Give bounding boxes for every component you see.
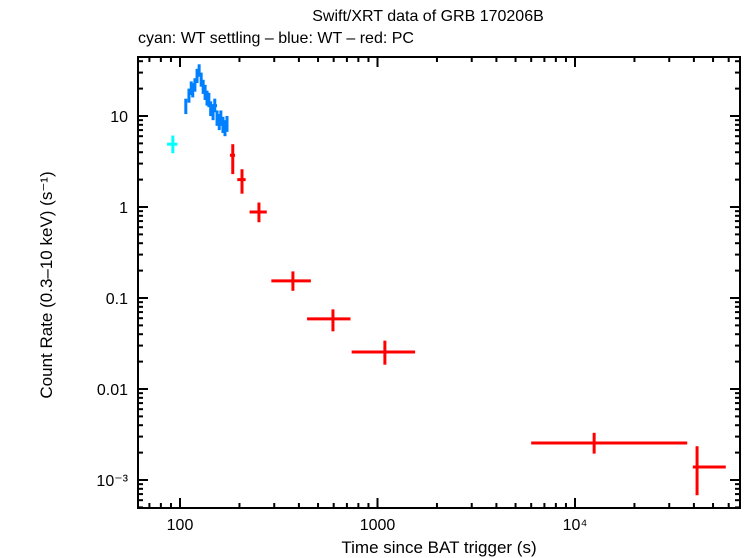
- y-tick-label: 10⁻³: [96, 473, 128, 490]
- x-tick-label: 10⁴: [563, 517, 588, 534]
- y-axis-label: Count Rate (0.3–10 keV) (s⁻¹): [37, 171, 56, 398]
- series-wt-settling: [167, 135, 178, 154]
- data-point: [307, 309, 351, 332]
- tick-labels: 100 1000 10⁴ 10 1 0.1 0.01 10⁻³: [96, 109, 587, 534]
- data-point: [167, 135, 178, 154]
- y-tick-label: 1: [119, 200, 128, 217]
- axis-ticks: [138, 57, 740, 509]
- data-point: [199, 72, 203, 87]
- data-point: [692, 446, 726, 496]
- series-wt: [184, 64, 229, 137]
- data-point: [207, 92, 211, 108]
- data-point: [197, 64, 201, 77]
- data-point: [229, 144, 236, 175]
- data-point: [184, 98, 188, 115]
- data-point: [351, 340, 416, 365]
- data-point: [193, 78, 197, 92]
- data-point: [195, 68, 199, 84]
- data-point: [223, 120, 227, 137]
- data-point: [249, 202, 267, 223]
- data-point: [212, 98, 218, 113]
- chart-subtitle: cyan: WT settling – blue: WT – red: PC: [138, 30, 414, 47]
- data-point: [187, 88, 191, 103]
- data-point: [209, 101, 213, 116]
- data-point: [237, 169, 246, 194]
- data-point: [531, 432, 688, 454]
- data-point: [225, 116, 229, 132]
- data-point: [271, 271, 311, 291]
- data-point: [221, 116, 225, 134]
- data-point: [191, 83, 195, 98]
- chart-title: Swift/XRT data of GRB 170206B: [312, 8, 544, 25]
- x-axis-label: Time since BAT trigger (s): [341, 538, 536, 557]
- plot-frame: [137, 56, 741, 509]
- series-pc: [229, 144, 726, 496]
- y-tick-label: 10: [110, 109, 128, 126]
- data-point: [201, 79, 205, 94]
- y-tick-label: 0.01: [97, 382, 128, 399]
- y-tick-label: 0.1: [106, 291, 128, 308]
- x-tick-label: 100: [167, 517, 194, 534]
- data-point: [219, 110, 223, 126]
- x-tick-label: 1000: [360, 517, 396, 534]
- data-points: [167, 64, 726, 496]
- data-point: [215, 110, 219, 126]
